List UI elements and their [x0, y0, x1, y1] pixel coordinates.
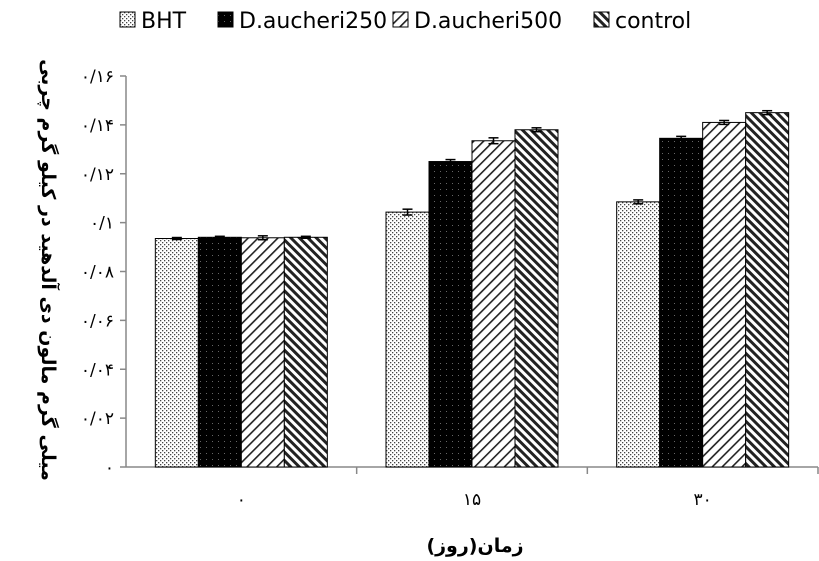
- y-tick-label: ۰/۱: [90, 214, 114, 234]
- y-tick-label: ۰/۰۸: [81, 263, 114, 283]
- legend-swatch: [119, 11, 136, 28]
- bar: [154, 238, 199, 468]
- bars: [154, 109, 790, 468]
- bar: [471, 140, 516, 468]
- bar: [702, 121, 747, 468]
- legend-label: D.aucheri500: [414, 9, 562, 34]
- legend: BHT D.aucheri250 D.aucheri500 control: [119, 9, 691, 34]
- y-tick-label: ۰/۰۶: [81, 311, 114, 331]
- x-tick-label: ۳۰: [694, 490, 712, 510]
- y-axis-title: میلی گرم مالون دی آلدهید در کیلو گرم چرب…: [37, 59, 61, 481]
- y-tick-label: ۰: [105, 458, 114, 478]
- legend-swatch: [593, 11, 610, 28]
- legend-label: D.aucheri250: [239, 9, 387, 34]
- bar: [385, 211, 430, 468]
- bar: [616, 201, 661, 468]
- bar: [240, 237, 285, 468]
- y-tick-label: ۰/۰۴: [81, 360, 114, 380]
- y-tick-label: ۰/۰۲: [81, 409, 114, 429]
- y-tick-label: ۰/۱۶: [81, 67, 114, 87]
- legend-label: control: [615, 9, 691, 34]
- y-tick-label: ۰/۱۲: [81, 165, 114, 185]
- bar: [283, 236, 328, 468]
- x-axis-title: زمان(روز): [426, 535, 523, 557]
- legend-swatch: [217, 11, 234, 28]
- bar: [428, 161, 473, 468]
- x-tick-label: ۱۵: [463, 490, 481, 510]
- bar: [745, 112, 790, 468]
- bar: [659, 137, 704, 468]
- axes: ۰ ۰/۰۲ ۰/۰۴ ۰/۰۶ ۰/۰۸ ۰/۱ ۰/۱۲ ۰/۱۴ ۰/۱۶ ۰ ۱۵ ۳۰: [81, 67, 819, 510]
- bar: [514, 129, 559, 468]
- y-tick-label: ۰/۱۴: [81, 116, 114, 136]
- legend-label: BHT: [141, 9, 187, 34]
- bar: [197, 236, 242, 468]
- legend-swatch: [392, 11, 409, 28]
- x-tick-label: ۰: [237, 490, 246, 510]
